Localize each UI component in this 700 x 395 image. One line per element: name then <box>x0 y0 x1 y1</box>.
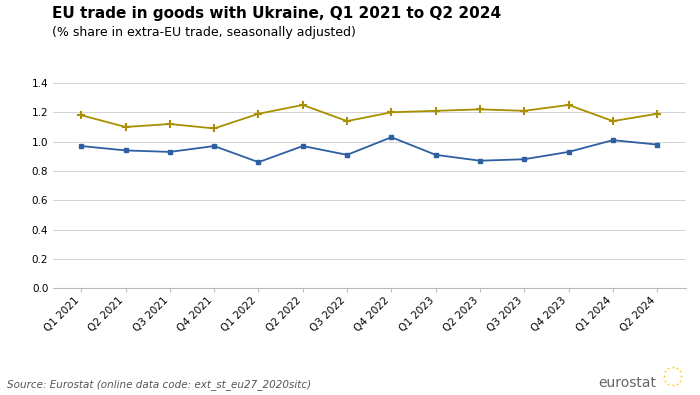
Imports <box>387 135 395 139</box>
Exports <box>299 103 307 107</box>
Imports <box>77 144 85 149</box>
Imports <box>476 158 484 163</box>
Exports <box>431 109 440 113</box>
Imports <box>210 144 218 149</box>
Imports <box>431 152 440 157</box>
Exports <box>210 126 218 131</box>
Text: EU trade in goods with Ukraine, Q1 2021 to Q2 2024: EU trade in goods with Ukraine, Q1 2021 … <box>52 6 502 21</box>
Text: eurostat: eurostat <box>598 376 657 390</box>
Exports <box>166 122 174 126</box>
Imports <box>564 150 573 154</box>
Exports <box>121 124 130 129</box>
Line: Exports: Exports <box>78 101 661 132</box>
Text: (% share in extra-EU trade, seasonally adjusted): (% share in extra-EU trade, seasonally a… <box>52 26 356 39</box>
Imports <box>343 152 351 157</box>
Exports <box>520 109 528 113</box>
Exports <box>476 107 484 112</box>
Imports <box>520 157 528 162</box>
Exports <box>343 119 351 124</box>
Imports <box>299 144 307 149</box>
Exports <box>254 111 262 116</box>
Exports <box>564 103 573 107</box>
Text: Source: Eurostat (online data code: ext_st_eu27_2020sitc): Source: Eurostat (online data code: ext_… <box>7 379 311 390</box>
Exports <box>77 113 85 118</box>
Imports <box>166 150 174 154</box>
Imports <box>653 142 662 147</box>
Exports <box>609 119 617 124</box>
Imports <box>254 160 262 165</box>
Imports <box>609 138 617 143</box>
Line: Imports: Imports <box>79 135 659 165</box>
Exports <box>653 111 662 116</box>
Imports <box>121 148 130 153</box>
Exports <box>387 110 395 115</box>
